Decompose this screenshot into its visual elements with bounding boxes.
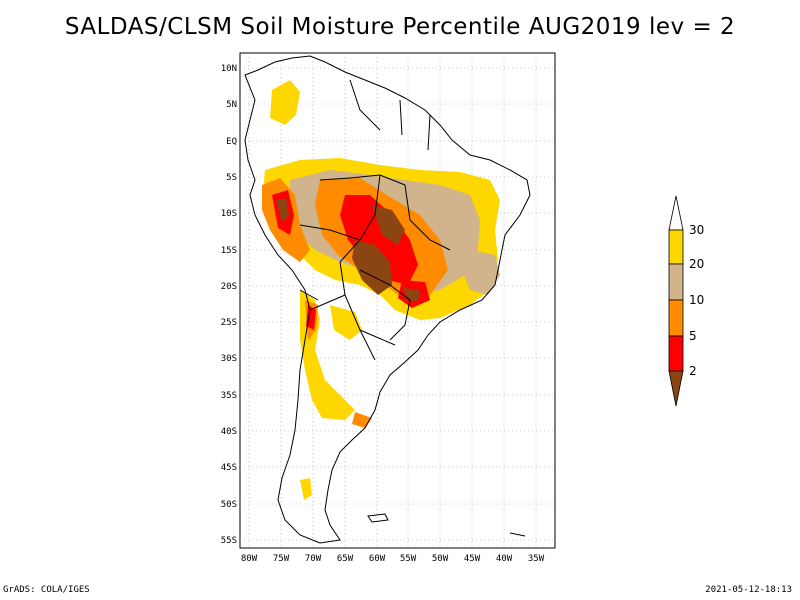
footer-timestamp: 2021-05-12-18:13: [705, 585, 792, 595]
lon-tick-labels: 80W 75W 70W 65W 60W 55W 50W 45W 40W 35W: [241, 554, 545, 564]
plot-frame: [239, 52, 556, 549]
colorbar: [668, 195, 684, 407]
lat-tick-5s: 5S: [226, 173, 237, 183]
colorbar-swatch-20: [668, 263, 684, 301]
lat-tick-30s: 30S: [221, 354, 237, 364]
field-brown-peru: [276, 198, 289, 222]
falklands: [509, 532, 526, 537]
field-brown-se: [404, 288, 420, 302]
lat-tick-45s: 45S: [221, 463, 237, 473]
map-title: SALDAS/CLSM Soil Moisture Percentile AUG…: [64, 14, 736, 40]
colorbar-swatch-bottom: [668, 370, 684, 407]
lon-tick-35w: 35W: [528, 554, 545, 564]
tierra-del-fuego: [367, 513, 389, 523]
lon-tick-60w: 60W: [369, 554, 386, 564]
lat-tick-50s: 50S: [221, 500, 237, 510]
lat-tick-10n: 10N: [221, 64, 237, 74]
lon-tick-75w: 75W: [273, 554, 290, 564]
colorbar-swatch-10: [668, 299, 684, 337]
coastlines-borders: [244, 55, 531, 544]
lat-tick-55s: 55S: [221, 536, 237, 546]
lat-tick-20s: 20S: [221, 282, 237, 292]
lat-tick-labels: 10N 5N EQ 5S 10S 15S 20S 25S 30S 35S 40S…: [221, 64, 237, 546]
lat-tick-5n: 5N: [226, 100, 237, 110]
field-red-center: [340, 195, 418, 285]
colorbar-label-10: 10: [689, 293, 704, 307]
lon-tick-80w: 80W: [241, 554, 258, 564]
colorbar-swatch-30: [668, 229, 684, 265]
field-red-andes: [306, 305, 316, 330]
colorbar-label-20: 20: [689, 257, 704, 271]
lon-tick-65w: 65W: [337, 554, 354, 564]
lat-tick-10s: 10S: [221, 209, 237, 219]
colorbar-labels: 2 5 10 20 30: [689, 223, 704, 378]
lat-tick-25s: 25S: [221, 318, 237, 328]
colorbar-label-30: 30: [689, 223, 704, 237]
field-tan-se: [462, 250, 500, 295]
field-yellow-chaco: [330, 305, 362, 340]
lat-tick-eq: EQ: [226, 137, 237, 147]
lon-tick-70w: 70W: [305, 554, 322, 564]
footer-credit: GrADS: COLA/IGES: [3, 585, 90, 595]
lon-tick-50w: 50W: [432, 554, 449, 564]
colorbar-label-2: 2: [689, 364, 697, 378]
field-yellow-north: [270, 80, 300, 125]
lon-tick-45w: 45W: [464, 554, 481, 564]
lat-tick-40s: 40S: [221, 427, 237, 437]
lat-tick-15s: 15S: [221, 246, 237, 256]
lat-tick-35s: 35S: [221, 391, 237, 401]
country-borders: [299, 79, 451, 361]
lon-tick-40w: 40W: [496, 554, 513, 564]
colorbar-label-5: 5: [689, 329, 697, 343]
colorbar-swatch-5: [668, 335, 684, 372]
field-yellow-south: [300, 478, 312, 500]
south-america-outline: [244, 55, 531, 544]
shaded-fields: [262, 80, 500, 500]
lon-tick-55w: 55W: [400, 554, 417, 564]
colorbar-swatch-top: [668, 195, 684, 231]
field-brown-center: [372, 205, 405, 245]
